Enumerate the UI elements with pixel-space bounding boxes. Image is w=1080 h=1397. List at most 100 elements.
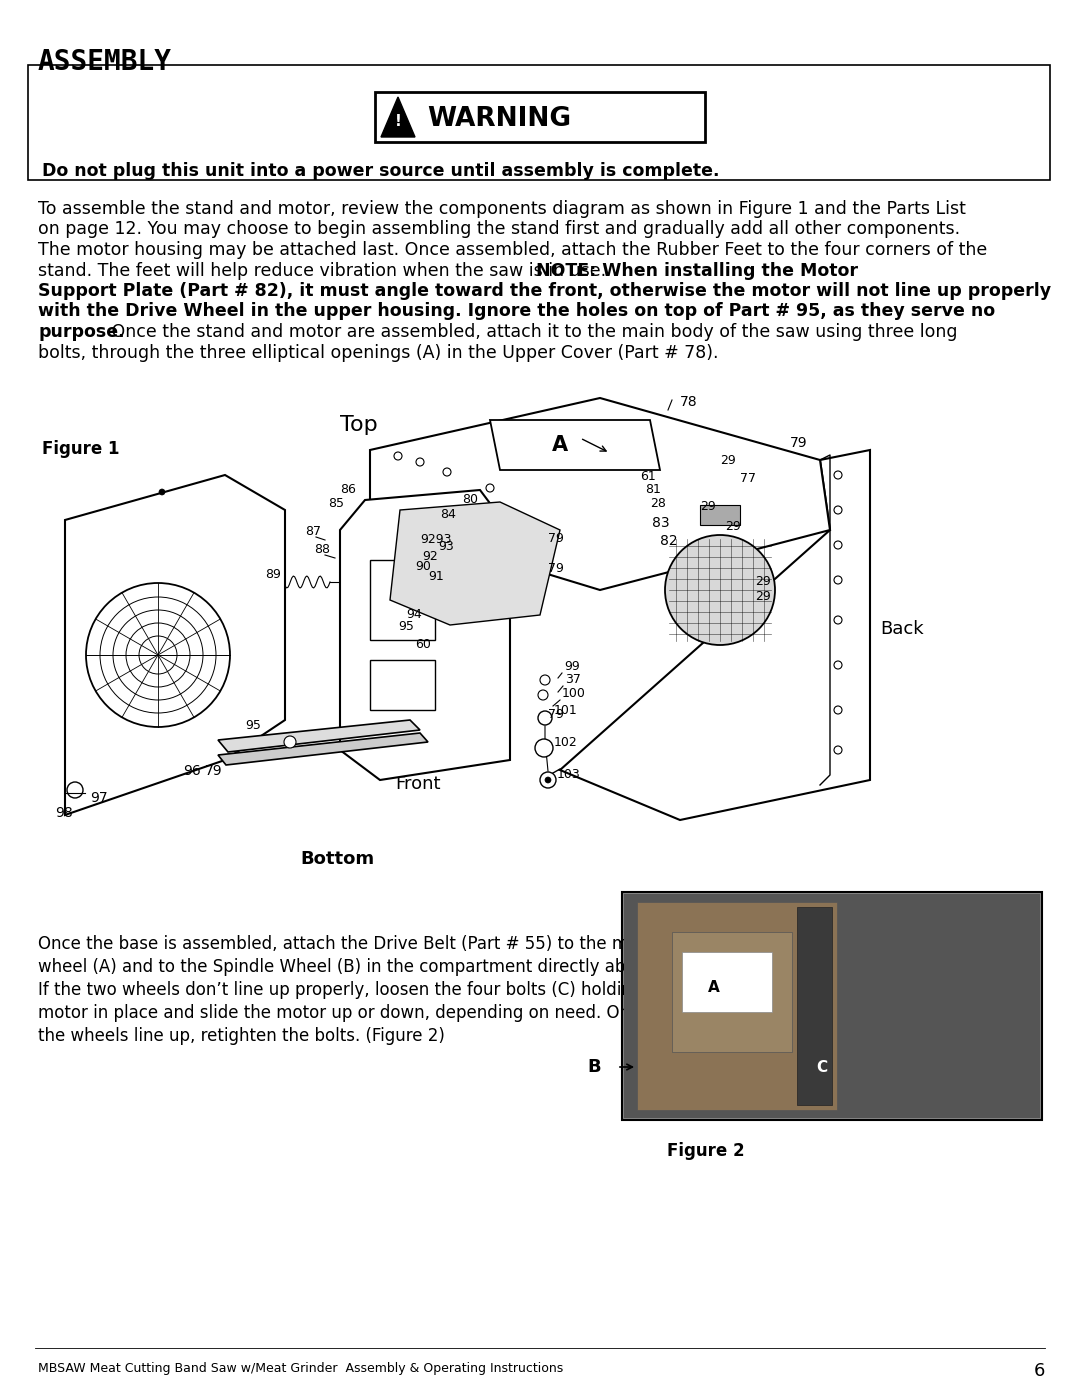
Text: 29: 29 [720,454,735,467]
Text: 95: 95 [245,719,261,732]
Circle shape [159,489,165,495]
Text: 95: 95 [399,620,414,633]
Text: 29: 29 [755,590,771,604]
Text: 81: 81 [645,483,661,496]
Bar [370,560,435,640]
Bar [700,504,740,525]
Text: stand. The feet will help reduce vibration when the saw is in use.: stand. The feet will help reduce vibrati… [38,261,611,279]
Circle shape [535,739,553,757]
Text: WARNING: WARNING [427,106,571,131]
Circle shape [545,777,551,782]
Circle shape [86,583,230,726]
Text: 83: 83 [652,515,670,529]
Text: 79: 79 [548,562,564,576]
Text: 77: 77 [740,472,756,485]
Text: with the Drive Wheel in the upper housing. Ignore the holes on top of Part # 95,: with the Drive Wheel in the upper housin… [38,303,995,320]
Polygon shape [65,475,285,814]
Circle shape [665,535,775,645]
Text: 90: 90 [415,560,431,573]
Circle shape [834,541,842,549]
Text: 93: 93 [438,541,454,553]
Text: 101: 101 [554,704,578,717]
Text: Back: Back [880,620,923,638]
Bar [375,92,705,142]
Text: Bottom: Bottom [300,849,374,868]
Text: 60: 60 [415,638,431,651]
Polygon shape [381,96,415,137]
Text: 29: 29 [700,500,716,513]
Text: Once the base is assembled, attach the Drive Belt (Part # 55) to the motor: Once the base is assembled, attach the D… [38,935,662,953]
Circle shape [486,483,494,492]
Circle shape [416,458,424,467]
Bar [624,894,1040,1118]
Text: Figure 1: Figure 1 [42,440,120,458]
Text: A: A [708,979,720,995]
Text: 84: 84 [440,509,456,521]
Circle shape [67,782,83,798]
Circle shape [834,471,842,479]
Polygon shape [218,733,428,766]
Text: 88: 88 [314,543,330,556]
Text: Figure 2: Figure 2 [667,1141,744,1160]
Circle shape [834,506,842,514]
Text: The motor housing may be attached last. Once assembled, attach the Rubber Feet t: The motor housing may be attached last. … [38,242,987,258]
Circle shape [538,711,552,725]
Bar [370,659,435,710]
Text: 29: 29 [755,576,771,588]
Text: Front: Front [395,775,441,793]
Text: 103: 103 [557,768,581,781]
Text: 96: 96 [183,764,201,778]
Text: 6: 6 [1034,1362,1045,1380]
Text: MBSAW Meat Cutting Band Saw w/Meat Grinder  Assembly & Operating Instructions: MBSAW Meat Cutting Band Saw w/Meat Grind… [38,1362,564,1375]
Text: 9293: 9293 [420,534,451,546]
Circle shape [834,705,842,714]
Text: 79: 79 [548,708,564,721]
Text: 79: 79 [548,532,564,545]
Circle shape [834,576,842,584]
Text: on page 12. You may choose to begin assembling the stand first and gradually add: on page 12. You may choose to begin asse… [38,221,960,239]
Polygon shape [370,398,831,590]
Circle shape [834,746,842,754]
Text: 99: 99 [564,659,580,673]
Text: motor in place and slide the motor up or down, depending on need. Once: motor in place and slide the motor up or… [38,1004,649,1023]
Bar [797,907,832,1105]
Text: the wheels line up, retighten the bolts. (Figure 2): the wheels line up, retighten the bolts.… [38,1027,445,1045]
Text: 61: 61 [640,469,656,483]
Text: 91: 91 [428,570,444,583]
Polygon shape [390,502,561,624]
Text: !: ! [394,115,402,130]
Circle shape [834,616,842,624]
Circle shape [540,773,556,788]
Text: 94: 94 [406,608,422,622]
Text: 87: 87 [305,525,321,538]
Text: 79: 79 [205,764,222,778]
Text: 79: 79 [789,436,808,450]
Text: 28: 28 [650,497,666,510]
Text: 78: 78 [680,395,698,409]
Text: A: A [552,434,568,455]
Circle shape [834,661,842,669]
Bar [28,66,1050,180]
Text: 86: 86 [340,483,356,496]
Text: B: B [588,1058,600,1076]
Text: Top: Top [340,415,378,434]
Text: Once the stand and motor are assembled, attach it to the main body of the saw us: Once the stand and motor are assembled, … [106,323,958,341]
Text: 85: 85 [328,497,345,510]
Polygon shape [218,719,420,752]
Bar [622,893,1042,1120]
Text: C: C [816,1059,827,1074]
Polygon shape [340,490,510,780]
Text: 98: 98 [55,806,72,820]
Text: 37: 37 [565,673,581,686]
Bar [681,951,772,1011]
Circle shape [284,736,296,747]
Circle shape [443,468,451,476]
Text: Do not plug this unit into a power source until assembly is complete.: Do not plug this unit into a power sourc… [42,162,719,180]
Text: 89: 89 [265,569,281,581]
Text: purpose.: purpose. [38,323,124,341]
Bar [672,932,792,1052]
Circle shape [394,453,402,460]
Polygon shape [561,450,870,820]
Text: Support Plate (Part # 82), it must angle toward the front, otherwise the motor w: Support Plate (Part # 82), it must angle… [38,282,1051,300]
Text: NOTE: When installing the Motor: NOTE: When installing the Motor [536,261,858,279]
